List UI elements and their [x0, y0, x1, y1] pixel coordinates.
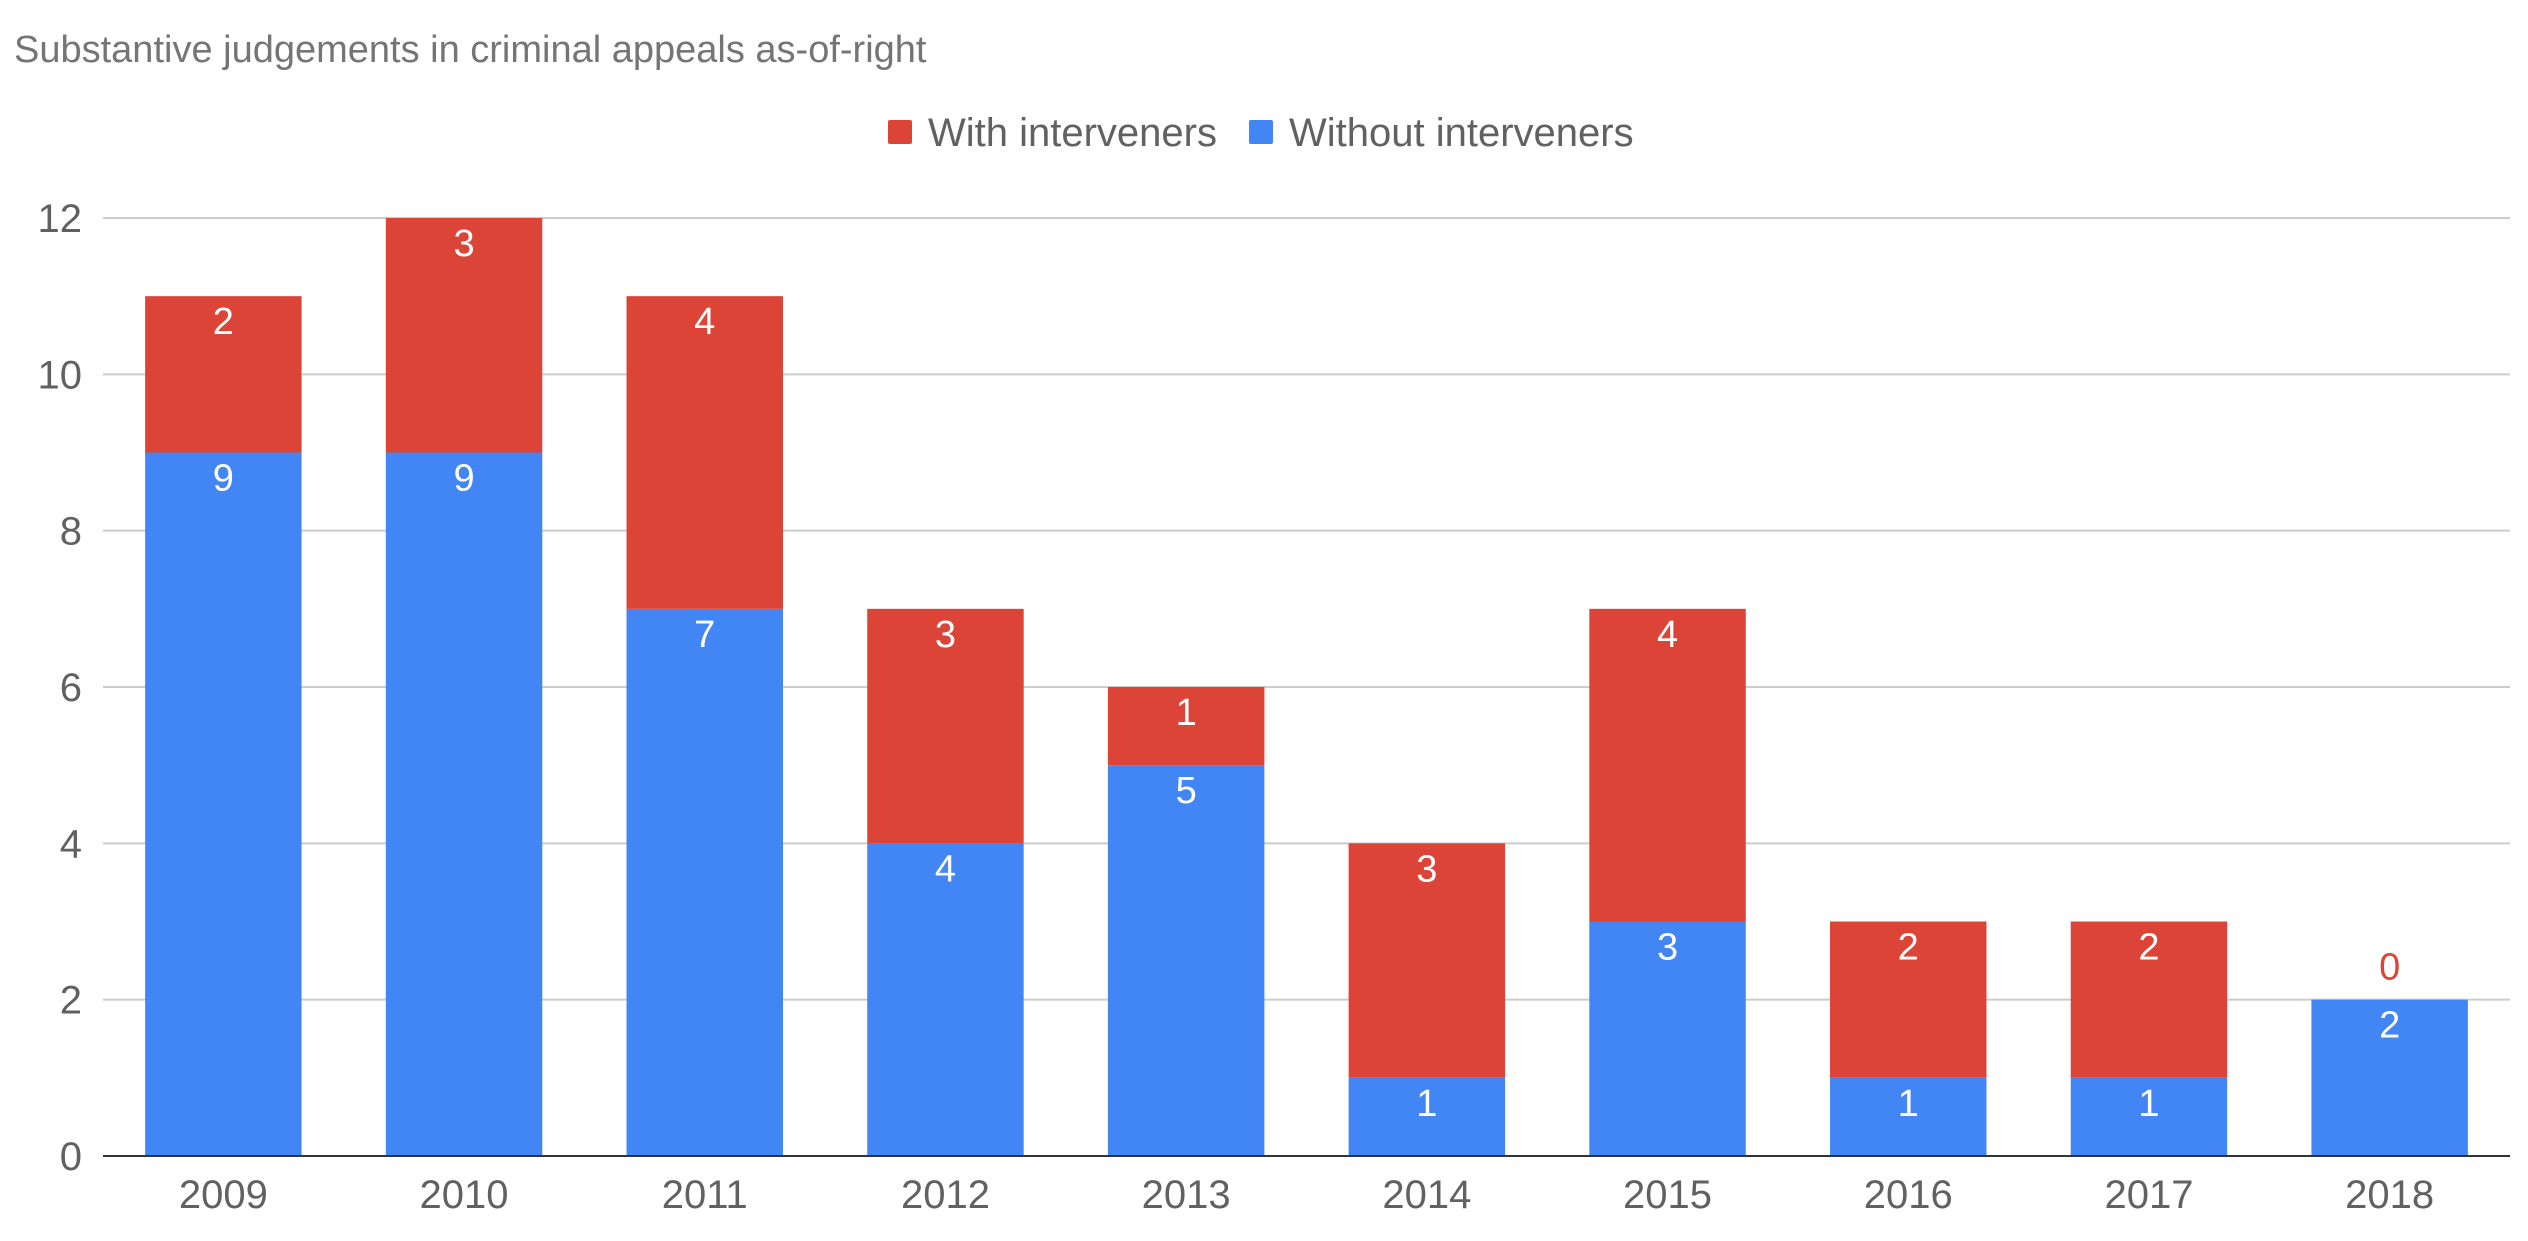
bar-with-interveners-2017[interactable]: [2070, 921, 2228, 1078]
y-tick-label: 12: [38, 197, 83, 241]
legend-item-with-interveners[interactable]: With interveners: [888, 111, 1217, 155]
data-label-without-interveners-2010: 9: [453, 458, 474, 500]
y-tick-label: 6: [60, 666, 82, 710]
legend-swatch-with-interveners: [888, 120, 912, 144]
bar-without-interveners-2018[interactable]: [2311, 999, 2468, 1156]
data-label-without-interveners-2009: 9: [213, 458, 234, 500]
data-label-with-interveners-2012: 3: [935, 614, 956, 656]
legend-label-without-interveners: Without interveners: [1289, 111, 1634, 155]
y-tick-label: 2: [60, 979, 82, 1023]
data-label-with-interveners-2013: 1: [1176, 692, 1197, 734]
bar-without-interveners-2009[interactable]: [145, 452, 302, 1157]
x-tick-label: 2013: [1142, 1173, 1231, 1217]
bar-with-interveners-2016[interactable]: [1830, 921, 1987, 1078]
data-label-with-interveners-2018: 0: [2379, 947, 2400, 989]
data-label-without-interveners-2015: 3: [1657, 927, 1678, 969]
y-axis-ticks: 0 2 4 6 8 10 12: [38, 197, 83, 1179]
data-label-without-interveners-2018: 2: [2379, 1005, 2400, 1047]
data-label-without-interveners-2011: 7: [694, 614, 715, 656]
y-tick-label: 8: [60, 510, 82, 554]
y-tick-label: 0: [60, 1135, 82, 1179]
legend-label-with-interveners: With interveners: [928, 111, 1217, 155]
data-label-without-interveners-2012: 4: [935, 848, 956, 890]
bar-with-interveners-2012[interactable]: [867, 608, 1024, 844]
x-tick-label: 2011: [662, 1173, 748, 1217]
bar-without-interveners-2010[interactable]: [385, 452, 543, 1157]
y-tick-label: 4: [60, 822, 82, 866]
bars: [145, 218, 2468, 1156]
data-label-with-interveners-2017: 2: [2138, 927, 2159, 969]
bar-without-interveners-2015[interactable]: [1589, 921, 1746, 1157]
data-label-without-interveners-2016: 1: [1898, 1083, 1919, 1125]
bar-with-interveners-2009[interactable]: [145, 296, 302, 453]
bar-without-interveners-2012[interactable]: [867, 843, 1024, 1156]
bar-with-interveners-2013[interactable]: [1107, 687, 1265, 766]
x-tick-label: 2016: [1864, 1173, 1953, 1217]
x-tick-label: 2012: [901, 1173, 990, 1217]
bar-with-interveners-2010[interactable]: [385, 218, 543, 453]
bar-with-interveners-2011[interactable]: [626, 296, 783, 609]
legend-item-without-interveners[interactable]: Without interveners: [1249, 111, 1634, 155]
data-label-with-interveners-2016: 2: [1898, 927, 1919, 969]
bar-without-interveners-2014[interactable]: [1348, 1077, 1506, 1156]
x-tick-label: 2009: [179, 1173, 268, 1217]
bar-without-interveners-2011[interactable]: [626, 608, 783, 1156]
legend-swatch-without-interveners: [1249, 120, 1273, 144]
bar-without-interveners-2013[interactable]: [1107, 765, 1265, 1156]
bar-with-interveners-2015[interactable]: [1589, 608, 1746, 922]
data-label-without-interveners-2013: 5: [1176, 770, 1197, 812]
x-tick-label: 2015: [1623, 1173, 1712, 1217]
data-label-with-interveners-2015: 4: [1657, 614, 1678, 656]
bar-with-interveners-2014[interactable]: [1348, 843, 1506, 1078]
data-label-without-interveners-2017: 1: [2138, 1083, 2159, 1125]
data-label-with-interveners-2010: 3: [453, 223, 474, 265]
data-label-without-interveners-2014: 1: [1416, 1083, 1437, 1125]
data-label-with-interveners-2011: 4: [694, 301, 715, 343]
x-tick-label: 2014: [1382, 1173, 1471, 1217]
legend: With interveners Without interveners: [888, 111, 1634, 155]
bar-without-interveners-2017[interactable]: [2070, 1077, 2228, 1156]
data-label-with-interveners-2014: 3: [1416, 848, 1437, 890]
x-tick-label: 2017: [2104, 1173, 2193, 1217]
data-label-with-interveners-2009: 2: [213, 301, 234, 343]
data-labels: 9 2 9 3 7 4 4 3 5 1 1 3 3 4 1 2 1 2 2 0: [213, 223, 2400, 1125]
chart-title: Substantive judgements in criminal appea…: [14, 29, 927, 71]
x-tick-label: 2010: [420, 1173, 509, 1217]
x-axis-ticks: 2009 2010 2011 2012 2013 2014 2015 2016 2017 2018: [179, 1173, 2434, 1217]
bar-without-interveners-2016[interactable]: [1830, 1077, 1987, 1156]
x-tick-label: 2018: [2345, 1173, 2434, 1217]
y-tick-label: 10: [38, 353, 83, 397]
